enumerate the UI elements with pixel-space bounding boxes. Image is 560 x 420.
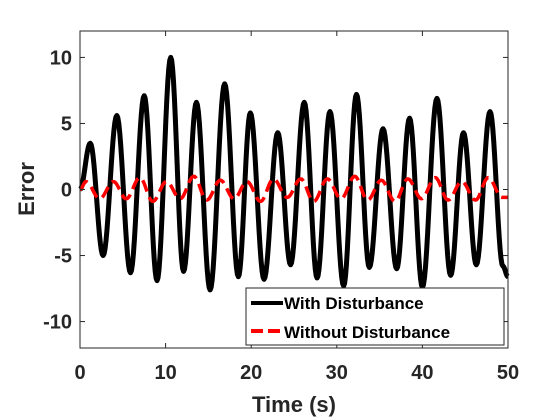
series-line-without-disturbance [78,174,510,204]
legend: With Disturbance Without Disturbance [245,287,505,346]
y-tick-label: -10 [43,312,72,334]
legend-box [245,287,505,346]
x-tick-label: 50 [497,362,519,384]
legend-label-without-disturbance: Without Disturbance [284,323,450,342]
y-tick-label: 0 [61,180,72,202]
ticks-layer: 0 10 20 30 40 50 -10 -5 0 5 10 [43,31,519,384]
legend-label-with-disturbance: With Disturbance [284,294,424,313]
series-layer [78,54,511,293]
y-axis-title: Error [14,162,39,216]
x-tick-label: 10 [154,362,176,384]
x-tick-label: 20 [240,362,262,384]
y-tick-label: 5 [61,113,72,135]
y-tick-label: -5 [54,246,72,268]
x-tick-label: 30 [326,362,348,384]
y-tick-label: 10 [50,47,72,69]
x-axis-title: Time (s) [252,392,336,417]
x-tick-label: 40 [411,362,433,384]
x-tick-label: 0 [74,362,85,384]
